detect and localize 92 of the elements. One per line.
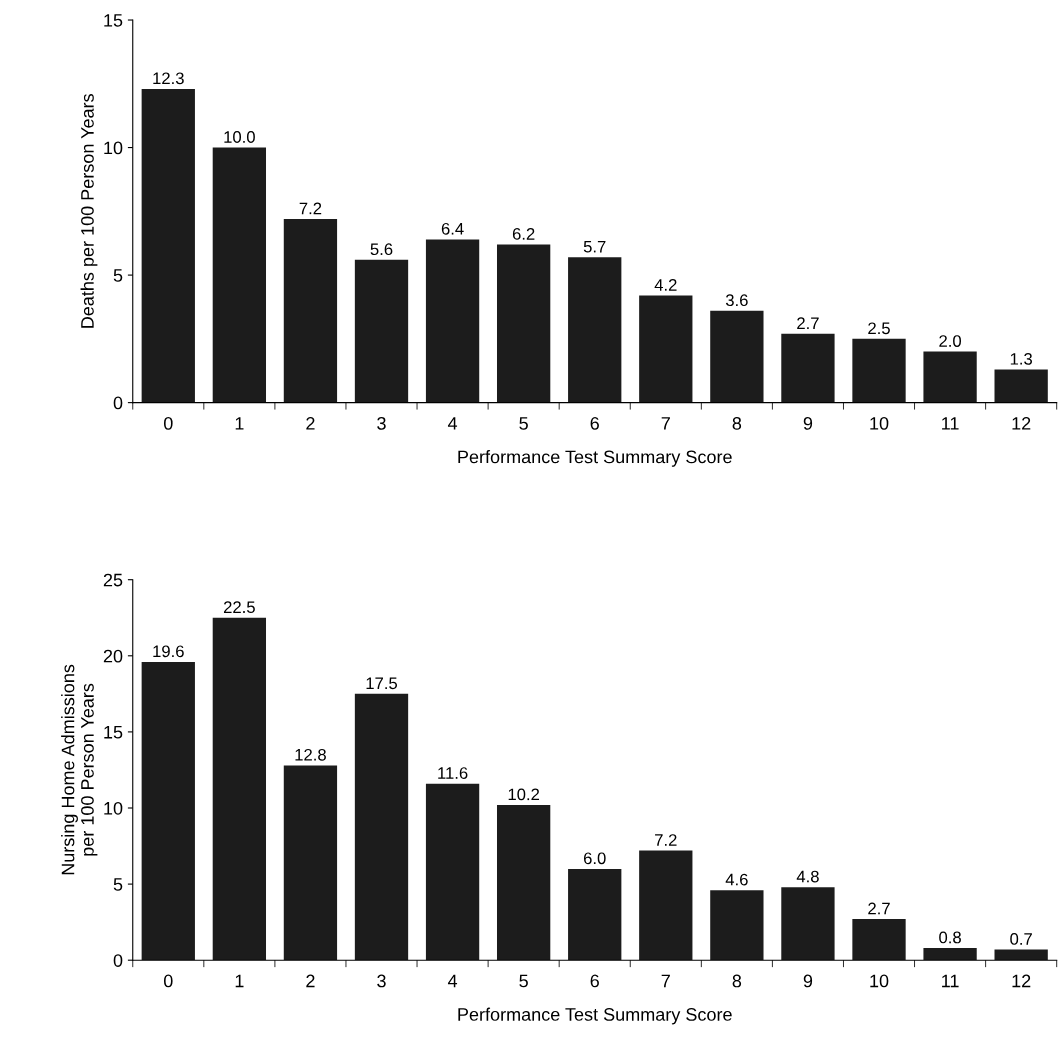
bar bbox=[497, 244, 551, 403]
x-tick-label: 5 bbox=[519, 417, 528, 430]
x-tick-label: 11 bbox=[942, 417, 959, 430]
y-tick-label: 15 bbox=[104, 14, 123, 27]
y-tick-label: 0 bbox=[113, 954, 123, 967]
bar bbox=[425, 783, 480, 961]
x-tick-label: 2 bbox=[306, 974, 315, 988]
bar bbox=[568, 257, 622, 403]
bar bbox=[923, 351, 977, 403]
bar bbox=[283, 218, 338, 403]
data-label: 7.2 bbox=[299, 202, 322, 215]
data-label: 2.7 bbox=[797, 317, 819, 329]
bar bbox=[994, 949, 1048, 961]
bar bbox=[141, 88, 195, 403]
x-tick-label: 8 bbox=[732, 416, 742, 430]
data-label: 0.8 bbox=[939, 931, 961, 944]
x-tick-label: 1 bbox=[235, 974, 244, 988]
x-tick-label: 4 bbox=[447, 974, 458, 988]
bar bbox=[354, 259, 409, 403]
data-label: 5.7 bbox=[583, 240, 606, 253]
data-label: 4.8 bbox=[796, 870, 819, 883]
y-tick-label: 25 bbox=[103, 573, 123, 587]
x-tick-label: 3 bbox=[377, 974, 386, 988]
bar bbox=[283, 765, 338, 961]
data-label: 1.3 bbox=[1010, 352, 1033, 365]
y-tick-label: 10 bbox=[104, 801, 123, 815]
x-tick-label: 12 bbox=[1012, 416, 1031, 430]
bar bbox=[781, 333, 835, 403]
data-label: 6.2 bbox=[512, 228, 535, 240]
y-axis-title: Deaths per 100 Person Years bbox=[80, 94, 98, 328]
x-tick-label: 9 bbox=[803, 974, 813, 988]
data-label: 2.5 bbox=[868, 322, 890, 335]
bar bbox=[568, 868, 622, 961]
data-label: 22.5 bbox=[223, 601, 255, 614]
x-axis-title: Performance Test Summary Score bbox=[458, 1007, 732, 1025]
data-label: 10.2 bbox=[508, 788, 540, 801]
data-label: 4.2 bbox=[654, 279, 677, 291]
x-tick-label: 11 bbox=[942, 974, 959, 988]
bar bbox=[639, 295, 693, 403]
data-label: 3.6 bbox=[725, 294, 748, 307]
bar bbox=[639, 850, 693, 961]
data-label: 19.6 bbox=[153, 645, 184, 658]
x-tick-label: 5 bbox=[519, 974, 528, 988]
data-label: 12.8 bbox=[295, 748, 326, 761]
bar bbox=[852, 919, 906, 961]
x-tick-label: 6 bbox=[590, 974, 599, 988]
data-label: 6.0 bbox=[583, 852, 606, 865]
y-tick-label: 5 bbox=[113, 878, 123, 891]
bar bbox=[354, 693, 409, 961]
x-tick-label: 8 bbox=[732, 974, 742, 988]
data-label: 5.6 bbox=[370, 243, 393, 256]
data-label: 0.7 bbox=[1010, 933, 1032, 945]
x-tick-label: 10 bbox=[870, 416, 889, 430]
bar bbox=[852, 338, 906, 403]
data-label: 2.0 bbox=[939, 335, 962, 347]
x-tick-label: 12 bbox=[1012, 974, 1031, 988]
data-label: 2.7 bbox=[868, 902, 890, 915]
bar bbox=[710, 890, 764, 961]
x-axis-title: Performance Test Summary Score bbox=[458, 450, 732, 467]
x-tick-label: 3 bbox=[377, 416, 386, 430]
y-tick-label: 0 bbox=[113, 396, 123, 410]
bar bbox=[425, 239, 480, 403]
x-tick-label: 0 bbox=[163, 416, 173, 430]
bar bbox=[923, 948, 977, 961]
x-tick-label: 6 bbox=[590, 416, 599, 430]
y-tick-label: 10 bbox=[104, 141, 123, 155]
y-tick-label: 20 bbox=[103, 649, 123, 663]
y-tick-label: 15 bbox=[104, 726, 123, 739]
bar bbox=[212, 147, 267, 403]
data-label: 12.3 bbox=[153, 72, 184, 85]
bar bbox=[497, 804, 551, 961]
bar bbox=[781, 887, 835, 961]
x-tick-label: 10 bbox=[870, 974, 889, 988]
bar bbox=[710, 310, 764, 403]
x-tick-label: 7 bbox=[661, 417, 670, 430]
data-label: 11.6 bbox=[438, 767, 468, 779]
bar bbox=[141, 661, 195, 961]
x-tick-label: 7 bbox=[661, 974, 670, 988]
x-tick-label: 1 bbox=[235, 417, 244, 430]
x-tick-label: 4 bbox=[447, 417, 458, 430]
data-label: 10.0 bbox=[224, 131, 255, 143]
y-axis-title: Nursing Home Admissions per 100 Person Years bbox=[61, 664, 98, 875]
y-tick-label: 5 bbox=[113, 269, 123, 282]
bar bbox=[212, 617, 267, 961]
x-tick-label: 2 bbox=[306, 416, 315, 430]
data-label: 6.4 bbox=[441, 222, 464, 235]
x-tick-label: 9 bbox=[803, 416, 813, 430]
data-label: 17.5 bbox=[366, 677, 398, 690]
data-label: 4.6 bbox=[725, 873, 748, 886]
data-label: 7.2 bbox=[655, 834, 677, 846]
x-tick-label: 0 bbox=[163, 974, 173, 988]
bar bbox=[994, 369, 1048, 403]
